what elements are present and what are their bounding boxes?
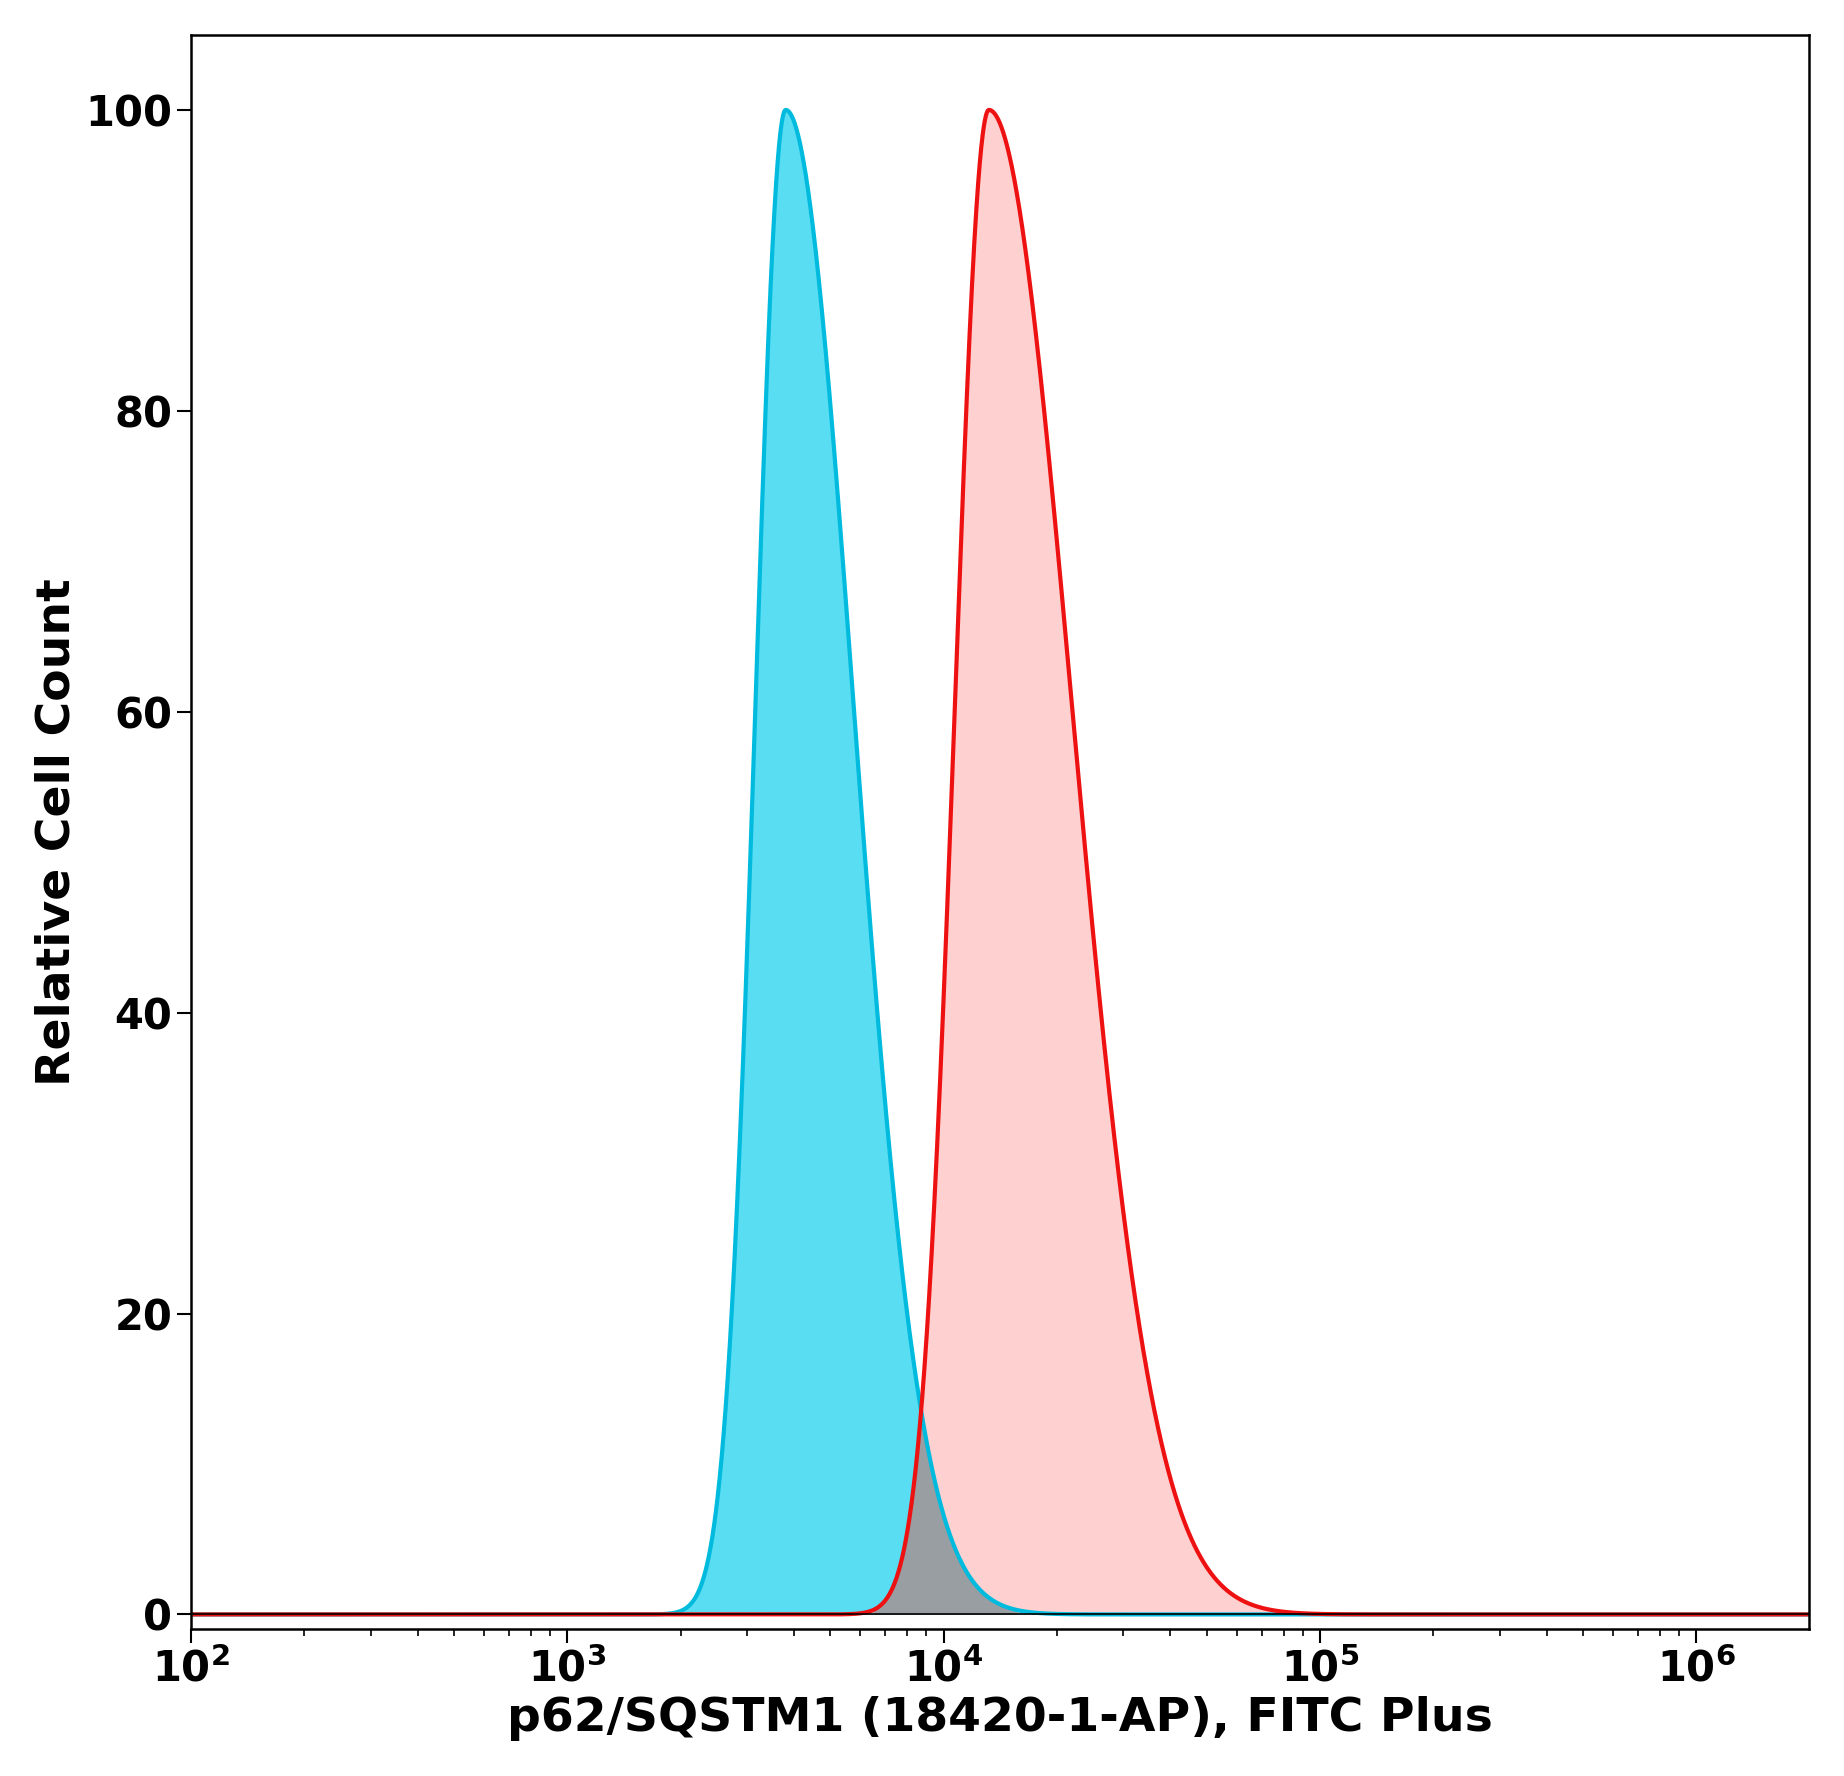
X-axis label: p62/SQSTM1 (18420-1-AP), FITC Plus: p62/SQSTM1 (18420-1-AP), FITC Plus — [507, 1696, 1494, 1740]
Y-axis label: Relative Cell Count: Relative Cell Count — [35, 579, 79, 1085]
